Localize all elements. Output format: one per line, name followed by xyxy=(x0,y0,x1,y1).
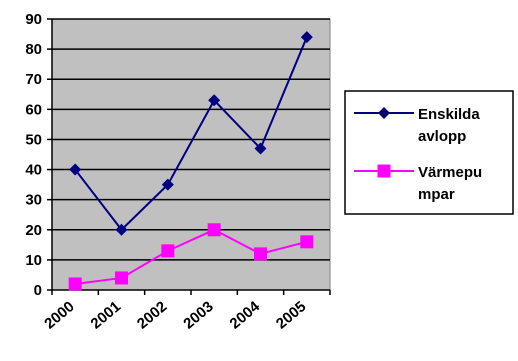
legend-label: Enskilda xyxy=(418,106,480,123)
legend: Enskilda avlopp Värmepu mpar xyxy=(344,90,514,215)
y-tick-label: 0 xyxy=(34,282,42,299)
x-tick-label: 2005 xyxy=(273,298,309,332)
data-point xyxy=(300,31,313,44)
series-line xyxy=(74,36,308,232)
x-tick-label: 2001 xyxy=(88,298,124,332)
legend-box xyxy=(344,90,514,215)
y-tick-label: 70 xyxy=(25,71,42,88)
x-tick-label: 2004 xyxy=(227,298,264,333)
x-tick-label: 2000 xyxy=(41,298,77,332)
y-tick-label: 30 xyxy=(25,192,42,209)
y-tick-label: 10 xyxy=(25,252,42,269)
y-axis-ticks: 0 10 20 30 40 50 60 70 80 90 xyxy=(25,11,52,299)
legend-item: Enskilda avlopp xyxy=(354,106,480,145)
series-1 xyxy=(69,31,313,236)
data-point xyxy=(254,142,267,155)
y-tick-label: 20 xyxy=(25,222,42,239)
y-tick-label: 50 xyxy=(25,131,42,148)
series-line xyxy=(75,228,308,285)
data-point xyxy=(69,163,82,176)
y-tick-label: 90 xyxy=(25,11,42,28)
data-point xyxy=(207,223,221,237)
legend-label: avlopp xyxy=(418,128,466,145)
data-point xyxy=(68,277,82,291)
plot-area xyxy=(51,18,331,291)
legend-marker xyxy=(378,107,390,119)
data-point xyxy=(161,244,175,258)
series-layer xyxy=(68,31,314,291)
y-tick-label: 60 xyxy=(25,101,42,118)
legend-marker xyxy=(377,164,391,178)
data-point xyxy=(208,94,221,107)
series-2 xyxy=(68,223,314,291)
x-axis-ticks: 2000 2001 2002 2003 2004 2005 xyxy=(41,290,331,333)
data-point xyxy=(115,271,128,285)
y-tick-label: 80 xyxy=(25,41,42,58)
data-point xyxy=(300,235,314,249)
data-point xyxy=(254,247,267,261)
data-point xyxy=(161,178,174,191)
data-point xyxy=(115,223,128,236)
legend-item: Värmepu mpar xyxy=(354,164,482,203)
y-tick-label: 40 xyxy=(25,162,42,179)
x-tick-label: 2003 xyxy=(180,298,216,332)
legend-label: Värmepu xyxy=(418,164,482,181)
x-tick-label: 2002 xyxy=(134,298,170,332)
legend-label: mpar xyxy=(418,186,455,203)
